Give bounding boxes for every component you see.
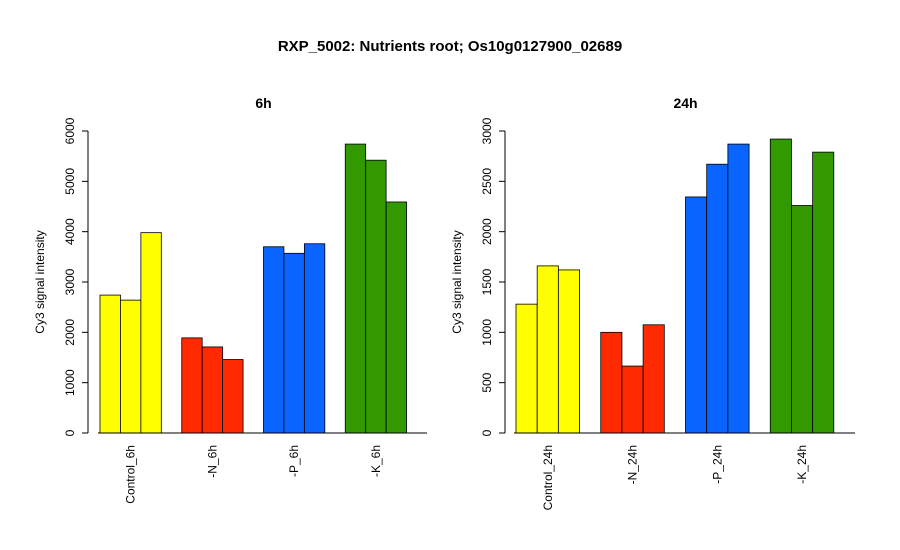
bar-Control_6h-2: [120, 299, 142, 434]
chart-title: 24h: [673, 95, 697, 111]
bar--P_24h-3: [727, 143, 750, 434]
x-tick-label: -P_24h: [710, 445, 724, 484]
bar--P_6h-1: [263, 246, 285, 434]
bar--K_24h-1: [769, 138, 792, 434]
x-tick-label: Control_6h: [124, 445, 138, 504]
bar--N_24h-1: [600, 331, 623, 434]
y-tick-label: 4000: [63, 218, 77, 245]
x-tick-label: Control_24h: [541, 445, 555, 510]
bar--P_24h-2: [706, 163, 729, 434]
y-tick-label: 2500: [480, 168, 494, 195]
y-axis-title: Cy3 signal intensity: [33, 230, 47, 333]
bar--N_24h-2: [621, 365, 644, 434]
bar--P_6h-2: [283, 252, 305, 434]
bar-Control_24h-1: [515, 303, 538, 434]
bar--N_24h-3: [642, 324, 665, 434]
y-tick-label: 3000: [63, 268, 77, 295]
figure-title: RXP_5002: Nutrients root; Os10g0127900_0…: [277, 38, 623, 55]
chart-24h: 24h 0 500 1000 1500 2000 2500 3000 Cy3 signal in…: [450, 95, 855, 510]
y-tick-label: 1000: [63, 369, 77, 396]
bar-Control_6h-1: [99, 294, 121, 434]
bar--K_6h-2: [365, 159, 387, 434]
y-tick-label: 5000: [63, 168, 77, 195]
chart-6h: 6h 0 1000 2000 3000 4000 5000 6000 Cy3 signal in…: [33, 95, 427, 504]
y-tick-label: 500: [480, 372, 494, 392]
x-tick-label: -N_6h: [205, 445, 219, 478]
bar--P_6h-3: [303, 243, 326, 434]
y-tick-label: 2000: [63, 319, 77, 346]
y-tick-label: 2000: [480, 218, 494, 245]
y-tick-label: 1500: [480, 268, 494, 295]
x-tick-label: -K_24h: [795, 445, 809, 484]
bar--K_6h-1: [344, 143, 367, 434]
y-axis-title: Cy3 signal intensity: [450, 230, 464, 333]
bar--N_6h-1: [181, 337, 203, 434]
y-tick-label: 0: [480, 429, 494, 436]
y-tick-label: 6000: [63, 117, 77, 144]
x-tick-label: -N_24h: [626, 445, 640, 484]
bar-Control_24h-2: [536, 265, 559, 434]
bar--P_24h-1: [685, 196, 708, 434]
bar--K_24h-3: [812, 151, 835, 434]
y-tick-label: 0: [63, 429, 77, 436]
bar--K_24h-2: [791, 205, 814, 434]
bar-Control_6h-3: [140, 232, 162, 434]
y-tick-label: 3000: [480, 117, 494, 144]
x-tick-label: -K_6h: [369, 445, 383, 477]
x-tick-label: -P_6h: [287, 445, 301, 477]
bar--N_6h-2: [201, 346, 224, 434]
bar-Control_24h-3: [557, 269, 580, 434]
y-tick-label: 1000: [480, 319, 494, 346]
bar--N_6h-3: [222, 359, 244, 434]
chart-title: 6h: [255, 95, 271, 111]
bar--K_6h-3: [385, 201, 407, 434]
